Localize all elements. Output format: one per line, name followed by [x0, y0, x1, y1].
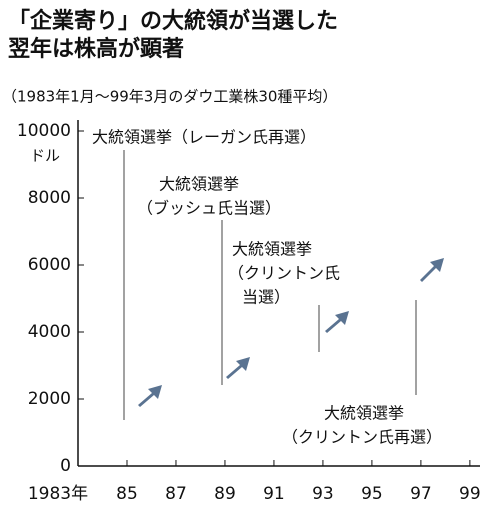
annotation: 大統領選挙 [324, 404, 404, 423]
annotation: （ブッシュ氏当選） [137, 199, 281, 218]
chart-title: 翌年は株高が顕著 [8, 36, 184, 62]
arrow [226, 357, 250, 379]
y-tick-label: 0 [60, 456, 71, 476]
x-tick-label: 97 [410, 484, 432, 504]
y-tick-label: 2000 [28, 389, 71, 409]
x-tick-label: 89 [214, 484, 236, 504]
arrows [138, 258, 444, 407]
x-tick-label: 85 [116, 484, 138, 504]
y-tick-label: 8000 [28, 188, 71, 208]
annotation: （クリントン氏再選） [282, 428, 442, 447]
subtitle: （1983年1月～99年3月のダウ工業株30種平均） [2, 88, 337, 106]
x-tick-label: 91 [263, 484, 285, 504]
x-tick-label: 95 [361, 484, 383, 504]
annotation: 大統領選挙 [232, 240, 312, 259]
y-tick-label: 10000 [17, 121, 71, 141]
y-tick-label: 6000 [28, 255, 71, 275]
annotation: 当選） [242, 288, 290, 307]
arrow [420, 258, 444, 282]
x-tick-label: 93 [312, 484, 334, 504]
annotation: 大統領選挙 [159, 175, 239, 194]
arrow [325, 311, 349, 333]
chart-title: 「企業寄り」の大統領が当選した [8, 8, 338, 34]
x-tick-label: 87 [165, 484, 187, 504]
x-tick-label: 1983年 [28, 484, 88, 504]
annotation: （クリントン氏 [228, 264, 340, 283]
y-unit: ドル [30, 147, 60, 165]
arrow [138, 385, 162, 407]
annotation: 大統領選挙（レーガン氏再選） [92, 128, 316, 147]
x-tick-label: 99 [459, 484, 481, 504]
y-tick-label: 4000 [28, 322, 71, 342]
